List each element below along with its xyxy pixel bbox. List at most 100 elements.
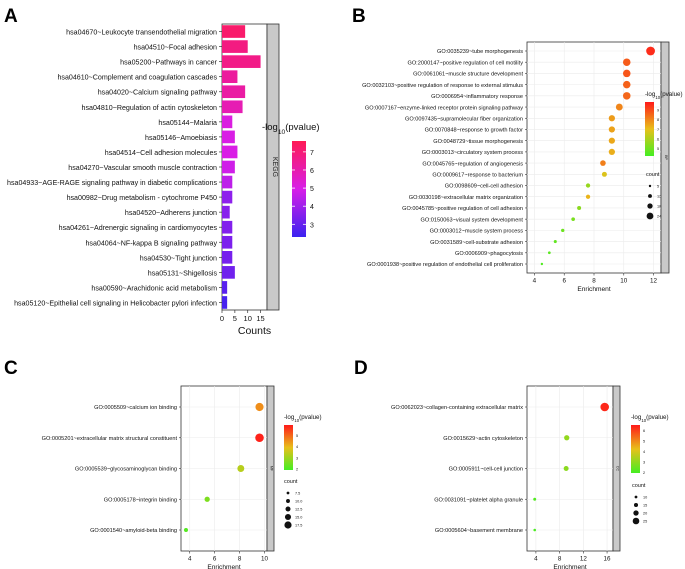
y-tick-label: GO:0005201~extracellular matrix structur… bbox=[42, 436, 178, 442]
bar bbox=[222, 145, 238, 159]
y-tick-label: hsa04510~Focal adhesion bbox=[134, 44, 217, 52]
point bbox=[601, 171, 607, 177]
colorbar-tick-label: 9 bbox=[657, 109, 659, 113]
colorbar-tick-label: 2 bbox=[643, 471, 645, 475]
y-tick-label: GO:0031091~platelet alpha granule bbox=[434, 497, 523, 503]
y-tick-label: GO:0045785~positive regulation of cell a… bbox=[402, 206, 523, 212]
point bbox=[204, 496, 210, 502]
y-tick-label: GO:0009617~response to bacterium bbox=[432, 173, 523, 179]
bar bbox=[222, 235, 233, 249]
x-tick-label: 5 bbox=[233, 314, 237, 323]
x-tick-label: 8 bbox=[238, 556, 242, 563]
size-legend-dot bbox=[286, 491, 290, 495]
size-legend-dot bbox=[633, 502, 639, 508]
y-tick-label: GO:2000147~positive regulation of cell m… bbox=[407, 60, 523, 66]
y-tick-label: GO:0150063~visual system development bbox=[421, 217, 524, 223]
point bbox=[533, 528, 537, 532]
bar bbox=[222, 40, 248, 53]
colorbar-tick-label: 4 bbox=[296, 445, 298, 449]
y-tick-label: GO:0015629~actin cytoskeleton bbox=[443, 436, 523, 442]
y-tick-label: hsa04810~Regulation of actin cytoskeleto… bbox=[82, 104, 218, 112]
bar bbox=[222, 55, 261, 68]
colorbar-tick-label: 3 bbox=[310, 222, 314, 229]
colorbar-tick-label: 5 bbox=[310, 186, 314, 193]
point bbox=[183, 528, 188, 532]
bar bbox=[222, 175, 233, 189]
point bbox=[608, 126, 615, 133]
size-legend-label: 17.5 bbox=[295, 524, 302, 528]
panel-label-c: C bbox=[4, 358, 18, 379]
point bbox=[571, 217, 575, 221]
y-tick-label: GO:0005604~basement membrane bbox=[435, 528, 523, 534]
facet-strip-b bbox=[660, 41, 670, 274]
size-legend-dot bbox=[632, 517, 640, 525]
point bbox=[615, 103, 623, 111]
size-legend-dot bbox=[648, 184, 652, 188]
bar bbox=[222, 281, 228, 294]
y-tick-label: GO:0045765~regulation of angiogenesis bbox=[422, 161, 523, 167]
y-tick-label: hsa05131~Shigellosis bbox=[148, 269, 218, 277]
y-tick-label: hsa04933~AGE-RAGE signaling pathway in d… bbox=[7, 179, 217, 187]
x-tick-label: 8 bbox=[592, 278, 596, 285]
point bbox=[540, 262, 544, 266]
x-axis-title: Enrichment bbox=[207, 564, 241, 569]
point bbox=[237, 465, 245, 472]
bar bbox=[222, 85, 246, 99]
size-legend-label: 25 bbox=[643, 520, 647, 524]
y-tick-label: hsa04064~NF-kappa B signaling pathway bbox=[85, 239, 217, 247]
size-legend-dot bbox=[646, 212, 654, 220]
x-tick-label: 16 bbox=[604, 556, 612, 563]
colorbar-tick-label: 8 bbox=[657, 118, 659, 122]
colorbar-tick-label: 3 bbox=[643, 460, 645, 464]
point bbox=[533, 497, 537, 501]
y-tick-label: GO:0005178~integrin binding bbox=[104, 497, 177, 503]
size-legend-label: 10.0 bbox=[295, 500, 302, 504]
bar bbox=[222, 266, 235, 279]
point bbox=[608, 137, 615, 144]
point bbox=[622, 92, 631, 100]
x-tick-label: 12 bbox=[580, 556, 588, 563]
size-legend-label: 12.5 bbox=[295, 508, 302, 512]
colorbar-b bbox=[645, 102, 654, 156]
x-tick-label: 6 bbox=[562, 278, 566, 285]
y-tick-label: hsa04610~Complement and coagulation casc… bbox=[57, 74, 217, 82]
size-legend-label: 15.0 bbox=[295, 516, 302, 520]
colorbar-tick-label: 7 bbox=[310, 150, 314, 157]
size-legend-label: 10 bbox=[643, 496, 647, 500]
y-tick-label: GO:0031589~cell-substrate adhesion bbox=[430, 240, 523, 246]
colorbar-tick-label: 4 bbox=[643, 450, 645, 454]
x-tick-label: 4 bbox=[534, 556, 538, 563]
bar bbox=[222, 115, 233, 129]
size-legend-dot bbox=[285, 506, 291, 512]
y-tick-label: hsa04520~Adherens junction bbox=[125, 209, 217, 217]
point bbox=[255, 402, 264, 412]
size-legend-title-b: count bbox=[646, 172, 660, 178]
colorbar-d bbox=[631, 425, 640, 473]
panel-c: C MF GO:0005509~calcium ion binding GO:0005… bbox=[4, 358, 322, 569]
y-tick-label: hsa04020~Calcium signaling pathway bbox=[98, 89, 218, 97]
size-legend-dot bbox=[284, 521, 292, 529]
panel-label-b: B bbox=[352, 6, 366, 27]
y-tick-label: GO:0005539~glycosaminoglycan binding bbox=[75, 467, 177, 473]
panel-b: B BP GO:0035239~tube morphogenesis GO:20001… bbox=[352, 6, 683, 293]
y-tick-label: hsa00982~Drug metabolism - cytochrome P4… bbox=[67, 194, 217, 202]
y-tick-label: GO:0007167~enzyme-linked receptor protei… bbox=[365, 105, 523, 111]
y-tick-label: GO:0061061~muscle structure development bbox=[413, 72, 523, 78]
point bbox=[563, 466, 569, 471]
y-tick-label: hsa05146~Amoebiasis bbox=[145, 134, 217, 142]
facet-strip-label-c: MF bbox=[270, 466, 274, 472]
y-tick-label: GO:0048729~tissue morphogenesis bbox=[433, 139, 523, 145]
size-legend-dot bbox=[648, 194, 652, 198]
y-tick-label: GO:0003012~muscle system process bbox=[430, 229, 524, 235]
x-tick-label: 10 bbox=[261, 556, 269, 563]
facet-strip-label-b: BP bbox=[664, 155, 668, 160]
point bbox=[622, 58, 631, 66]
size-legend-dot bbox=[647, 203, 653, 209]
point bbox=[608, 115, 615, 122]
x-tick-label: 12 bbox=[650, 278, 658, 285]
point bbox=[564, 435, 570, 441]
legend-title-b: -log10(pvalue) bbox=[645, 91, 683, 100]
colorbar-tick-label: 5 bbox=[643, 439, 645, 443]
x-tick-label: 4 bbox=[533, 278, 537, 285]
point bbox=[577, 205, 582, 210]
